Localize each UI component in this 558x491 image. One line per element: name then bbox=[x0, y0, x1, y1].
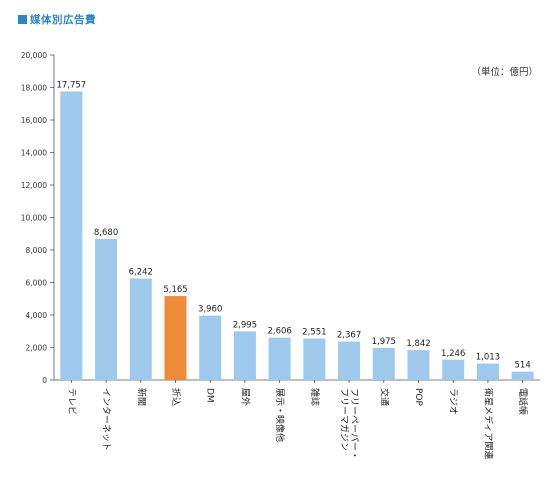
x-category-label: テレビ bbox=[66, 388, 77, 415]
header-square-icon bbox=[18, 14, 27, 24]
data-label: 3,960 bbox=[198, 305, 222, 315]
x-category-label: インターネット bbox=[101, 388, 112, 451]
data-label: 1,975 bbox=[372, 337, 396, 347]
y-tick-label: 16,000 bbox=[21, 116, 47, 125]
chart-title: 媒体別広告費 bbox=[30, 13, 96, 26]
data-label: 2,995 bbox=[233, 320, 257, 330]
x-category-label: フリーマガジン bbox=[339, 388, 350, 451]
bar bbox=[60, 91, 83, 380]
data-label: 17,757 bbox=[56, 80, 86, 90]
x-category-label: フリーペーパー・ bbox=[349, 388, 360, 460]
data-label: 6,242 bbox=[129, 268, 153, 278]
x-category-label: DM bbox=[205, 388, 215, 403]
bar bbox=[407, 350, 430, 380]
bar bbox=[199, 315, 222, 380]
data-label: 2,606 bbox=[267, 327, 291, 337]
y-tick-label: 10,000 bbox=[21, 214, 47, 223]
x-category-label: 雑誌 bbox=[309, 388, 321, 406]
bar bbox=[511, 371, 534, 380]
bar bbox=[303, 338, 326, 380]
y-tick-label: 2,000 bbox=[26, 344, 48, 353]
bar bbox=[338, 341, 361, 380]
x-category-label: 電話帳 bbox=[517, 388, 529, 415]
data-label: 5,165 bbox=[163, 285, 187, 295]
bar bbox=[476, 363, 499, 380]
bar bbox=[129, 278, 152, 380]
y-tick-label: 0 bbox=[42, 376, 47, 385]
chart-header: 媒体別広告費 bbox=[18, 12, 96, 26]
y-tick-label: 18,000 bbox=[21, 84, 47, 93]
data-label: 2,367 bbox=[337, 331, 361, 341]
y-tick-label: 8,000 bbox=[26, 246, 48, 255]
bar bbox=[95, 238, 118, 380]
data-label: 8,680 bbox=[94, 228, 118, 238]
data-label: 1,246 bbox=[441, 349, 465, 359]
bar bbox=[233, 331, 256, 380]
x-category-label: POP bbox=[413, 388, 423, 407]
y-tick-label: 4,000 bbox=[26, 311, 48, 320]
data-label: 2,551 bbox=[302, 328, 326, 338]
x-category-label: 展示・映像他 bbox=[274, 388, 286, 442]
data-label: 1,842 bbox=[406, 339, 430, 349]
y-tick-label: 14,000 bbox=[21, 149, 47, 158]
x-category-label: 折込 bbox=[170, 388, 182, 406]
y-tick-label: 20,000 bbox=[21, 51, 47, 60]
bar bbox=[164, 296, 187, 380]
y-tick-label: 12,000 bbox=[21, 181, 47, 190]
unit-label: （単位：億円） bbox=[471, 67, 538, 78]
x-category-label: 衛星メディア関連 bbox=[482, 388, 494, 459]
x-category-label: 交通 bbox=[378, 388, 390, 406]
y-tick-label: 6,000 bbox=[26, 279, 48, 288]
data-label: 514 bbox=[515, 361, 531, 371]
bar bbox=[372, 347, 395, 380]
x-category-label: 屋外 bbox=[239, 388, 251, 406]
data-label: 1,013 bbox=[476, 353, 500, 363]
x-category-label: ラジオ bbox=[448, 388, 459, 415]
bar bbox=[268, 337, 291, 380]
bar bbox=[442, 359, 465, 380]
x-category-label: 新聞 bbox=[135, 388, 147, 406]
